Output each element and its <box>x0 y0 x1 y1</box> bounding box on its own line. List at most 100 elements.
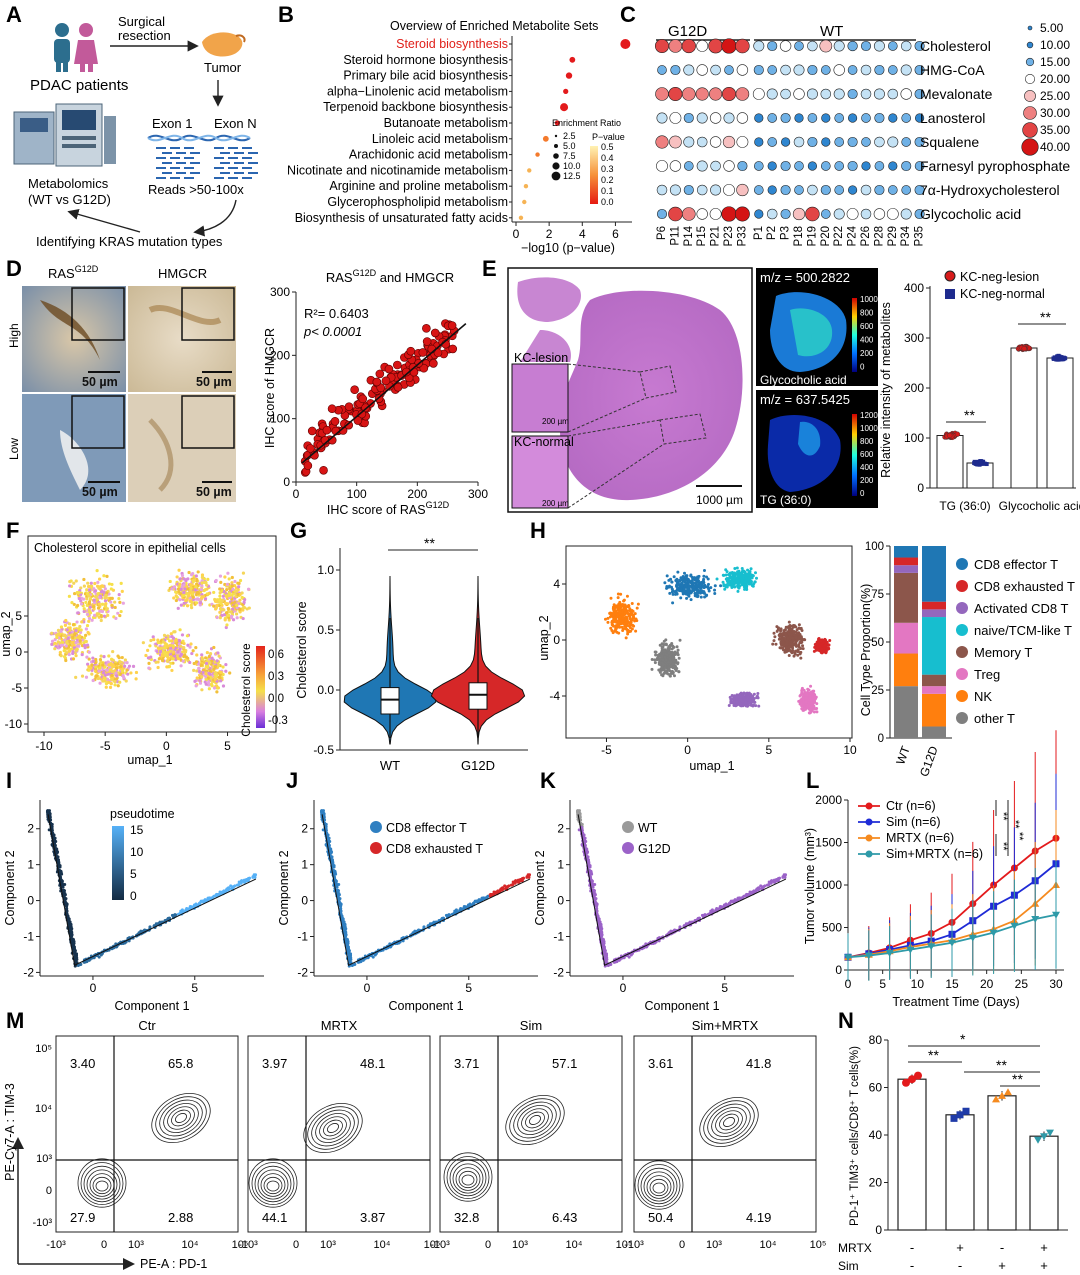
heat-dot <box>696 208 708 220</box>
tick-label: -5 <box>100 739 111 753</box>
kc-lesion-label: KC-lesion <box>514 351 568 365</box>
cell-point <box>683 579 687 583</box>
cell-point <box>618 610 622 614</box>
cell-point <box>671 651 675 655</box>
colorbar-label: 200 <box>860 476 874 485</box>
cell-point <box>161 659 165 663</box>
heat-dot <box>901 160 912 172</box>
cell-point <box>74 579 78 583</box>
scatter-point <box>344 420 354 430</box>
cell-point <box>668 643 672 647</box>
cell-point <box>615 615 619 619</box>
scalebar-label: 50 µm <box>82 375 118 389</box>
cell-point <box>617 631 621 635</box>
tick-label: 2 <box>546 227 553 241</box>
heat-dot <box>887 185 898 195</box>
legend-dot <box>1021 138 1039 156</box>
heat-dot <box>914 184 925 196</box>
cell-point <box>682 589 686 593</box>
scatter-point <box>306 444 315 453</box>
metab-label-2: (WT vs G12D) <box>28 192 111 207</box>
enrichment-dot <box>569 56 576 63</box>
cell-point <box>667 584 671 588</box>
cell-point <box>107 592 111 596</box>
cell-point <box>189 642 193 646</box>
cell-point <box>80 620 84 624</box>
tick-label: 200 <box>270 348 290 362</box>
r2-label: R²= 0.6403 <box>304 306 369 321</box>
cell-point <box>233 579 237 584</box>
heat-dot <box>683 161 694 171</box>
panel-letter: B <box>278 2 294 27</box>
heat-dot <box>806 88 818 100</box>
cell-point <box>99 618 103 623</box>
cell-point <box>107 582 112 586</box>
cell-point <box>151 635 155 639</box>
cell-point <box>199 588 203 592</box>
cell-point <box>801 644 805 648</box>
cell-point <box>621 627 625 631</box>
heat-dot <box>807 136 818 148</box>
cell-point <box>799 656 803 660</box>
p-legend-label: 0.0 <box>601 197 614 207</box>
kc-lesion-inset <box>511 363 569 433</box>
stacked-bar-segment <box>922 693 946 727</box>
cell-point <box>110 673 114 678</box>
cell-point <box>64 644 68 648</box>
tick-label: 0 <box>878 733 884 745</box>
stacked-bar-segment <box>922 617 946 675</box>
cell-point <box>226 606 230 611</box>
sample-label: P35 <box>914 226 926 246</box>
cell-point <box>218 616 222 620</box>
colorbar-label: 1200 <box>860 411 878 420</box>
cell-point <box>661 663 665 667</box>
cell-point <box>241 608 245 612</box>
stacked-bar-segment <box>922 601 946 610</box>
cell-point <box>713 592 717 596</box>
tick-label: 0 <box>293 487 300 501</box>
heat-dot <box>914 208 925 220</box>
cell-point <box>120 655 124 660</box>
cell-point <box>199 663 204 667</box>
cell-point <box>67 622 72 626</box>
p-legend-label: 0.5 <box>601 142 614 152</box>
cell-point <box>668 591 672 595</box>
category-label: WT <box>893 744 913 767</box>
heat-dot <box>669 112 682 124</box>
cell-point <box>82 607 86 611</box>
heat-dot <box>833 208 845 220</box>
cell-point <box>212 590 216 595</box>
heat-dot <box>669 160 682 172</box>
cell-point <box>631 616 635 620</box>
heat-dot <box>683 112 694 124</box>
category-label: G12D <box>461 758 495 773</box>
cell-point <box>815 710 819 714</box>
cell-point <box>809 690 813 694</box>
cell-point <box>697 584 701 588</box>
heat-dot <box>794 41 804 51</box>
tick-label: 1 <box>27 858 34 872</box>
cell-point <box>118 613 122 618</box>
cell-point <box>203 580 207 585</box>
cell-point <box>89 581 93 585</box>
cell-point <box>168 649 172 654</box>
cell-point <box>207 654 211 659</box>
p-legend-label: 0.1 <box>601 186 614 196</box>
cell-point <box>118 680 122 684</box>
cell-point <box>218 574 223 578</box>
cell-point <box>66 636 70 641</box>
cell-point <box>194 601 199 605</box>
cell-point <box>728 582 732 586</box>
axis-label: Component 2 <box>3 850 17 925</box>
cell-point <box>184 655 188 659</box>
cell-point <box>612 616 616 620</box>
cell-point <box>207 671 211 676</box>
cell-point <box>87 619 91 623</box>
cell-point <box>84 675 89 679</box>
cell-point <box>96 592 100 596</box>
cell-point <box>62 634 66 638</box>
cell-point <box>97 586 101 590</box>
cell-point <box>59 625 64 629</box>
cell-point <box>123 658 128 662</box>
cell-point <box>668 654 672 658</box>
